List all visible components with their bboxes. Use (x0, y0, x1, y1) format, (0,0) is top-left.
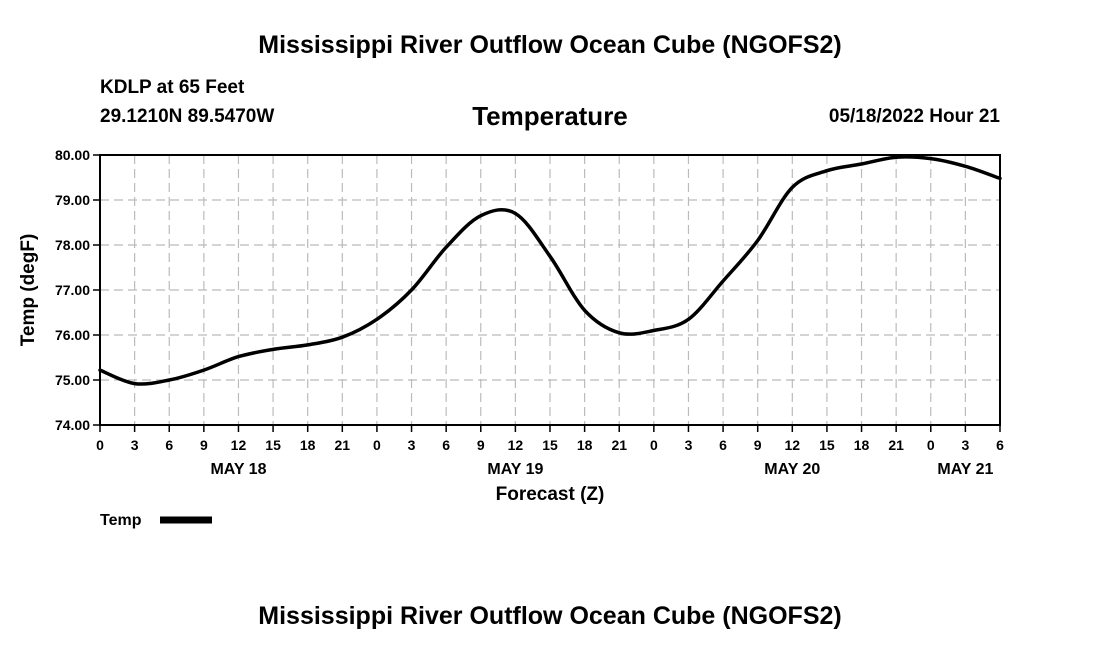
x-tick-label: 9 (200, 437, 208, 453)
x-tick-label: 15 (819, 437, 835, 453)
y-axis-label: Temp (degF) (18, 234, 39, 347)
x-tick-label: 6 (165, 437, 173, 453)
temperature-chart: 74.00 75.00 76.00 77.00 78.00 79.00 80.00 0 3 6 9 1… (18, 147, 1004, 529)
day-label: MAY 21 (937, 461, 993, 478)
coordinates-label: 29.1210N 89.5470W (100, 106, 275, 127)
x-tick-label: 15 (265, 437, 281, 453)
x-tick-label: 0 (96, 437, 104, 453)
x-tick-label: 6 (996, 437, 1004, 453)
day-label: MAY 18 (210, 461, 266, 478)
x-tick-label: 0 (927, 437, 935, 453)
variable-label: Temperature (472, 101, 628, 131)
x-tick-label: 21 (888, 437, 904, 453)
x-tick-label: 12 (231, 437, 247, 453)
y-tick-label: 75.00 (55, 372, 90, 388)
x-tick-label: 3 (131, 437, 139, 453)
legend: Temp (100, 512, 212, 529)
datetime-label: 05/18/2022 Hour 21 (828, 106, 1000, 127)
x-tick-label: 6 (442, 437, 450, 453)
x-tick-label: 12 (508, 437, 524, 453)
series-line-temp (98, 155, 1002, 386)
x-axis-label: Forecast (Z) (496, 484, 605, 505)
y-tick-label: 80.00 (55, 147, 90, 163)
y-tick-label: 74.00 (55, 417, 90, 433)
x-tick-label: 21 (611, 437, 627, 453)
y-tick-label: 78.00 (55, 237, 90, 253)
x-tick-label: 18 (300, 437, 316, 453)
day-label: MAY 20 (764, 461, 820, 478)
y-tick-label: 77.00 (55, 282, 90, 298)
x-tick-label: 21 (335, 437, 351, 453)
chart-title: Mississippi River Outflow Ocean Cube (NG… (258, 31, 842, 59)
x-tick-label: 9 (754, 437, 762, 453)
station-label: KDLP at 65 Feet (100, 77, 245, 98)
x-tick-label: 12 (785, 437, 801, 453)
x-tick-label: 18 (577, 437, 593, 453)
y-tick-label: 76.00 (55, 327, 90, 343)
footer-title: Mississippi River Outflow Ocean Cube (NG… (258, 602, 842, 630)
x-tick-label: 15 (542, 437, 558, 453)
day-label: MAY 19 (487, 461, 543, 478)
grid (100, 154, 1000, 425)
x-tick-label: 3 (685, 437, 693, 453)
x-tick-label: 3 (961, 437, 969, 453)
x-tick-label: 9 (477, 437, 485, 453)
y-tick-label: 79.00 (55, 192, 90, 208)
x-tick-label: 3 (408, 437, 416, 453)
x-tick-label: 0 (373, 437, 381, 453)
axis-ticks: 74.00 75.00 76.00 77.00 78.00 79.00 80.00 0 3 6 9 1… (55, 147, 1004, 478)
legend-label: Temp (100, 512, 142, 529)
x-tick-label: 0 (650, 437, 658, 453)
x-tick-label: 6 (719, 437, 727, 453)
x-tick-label: 18 (854, 437, 870, 453)
